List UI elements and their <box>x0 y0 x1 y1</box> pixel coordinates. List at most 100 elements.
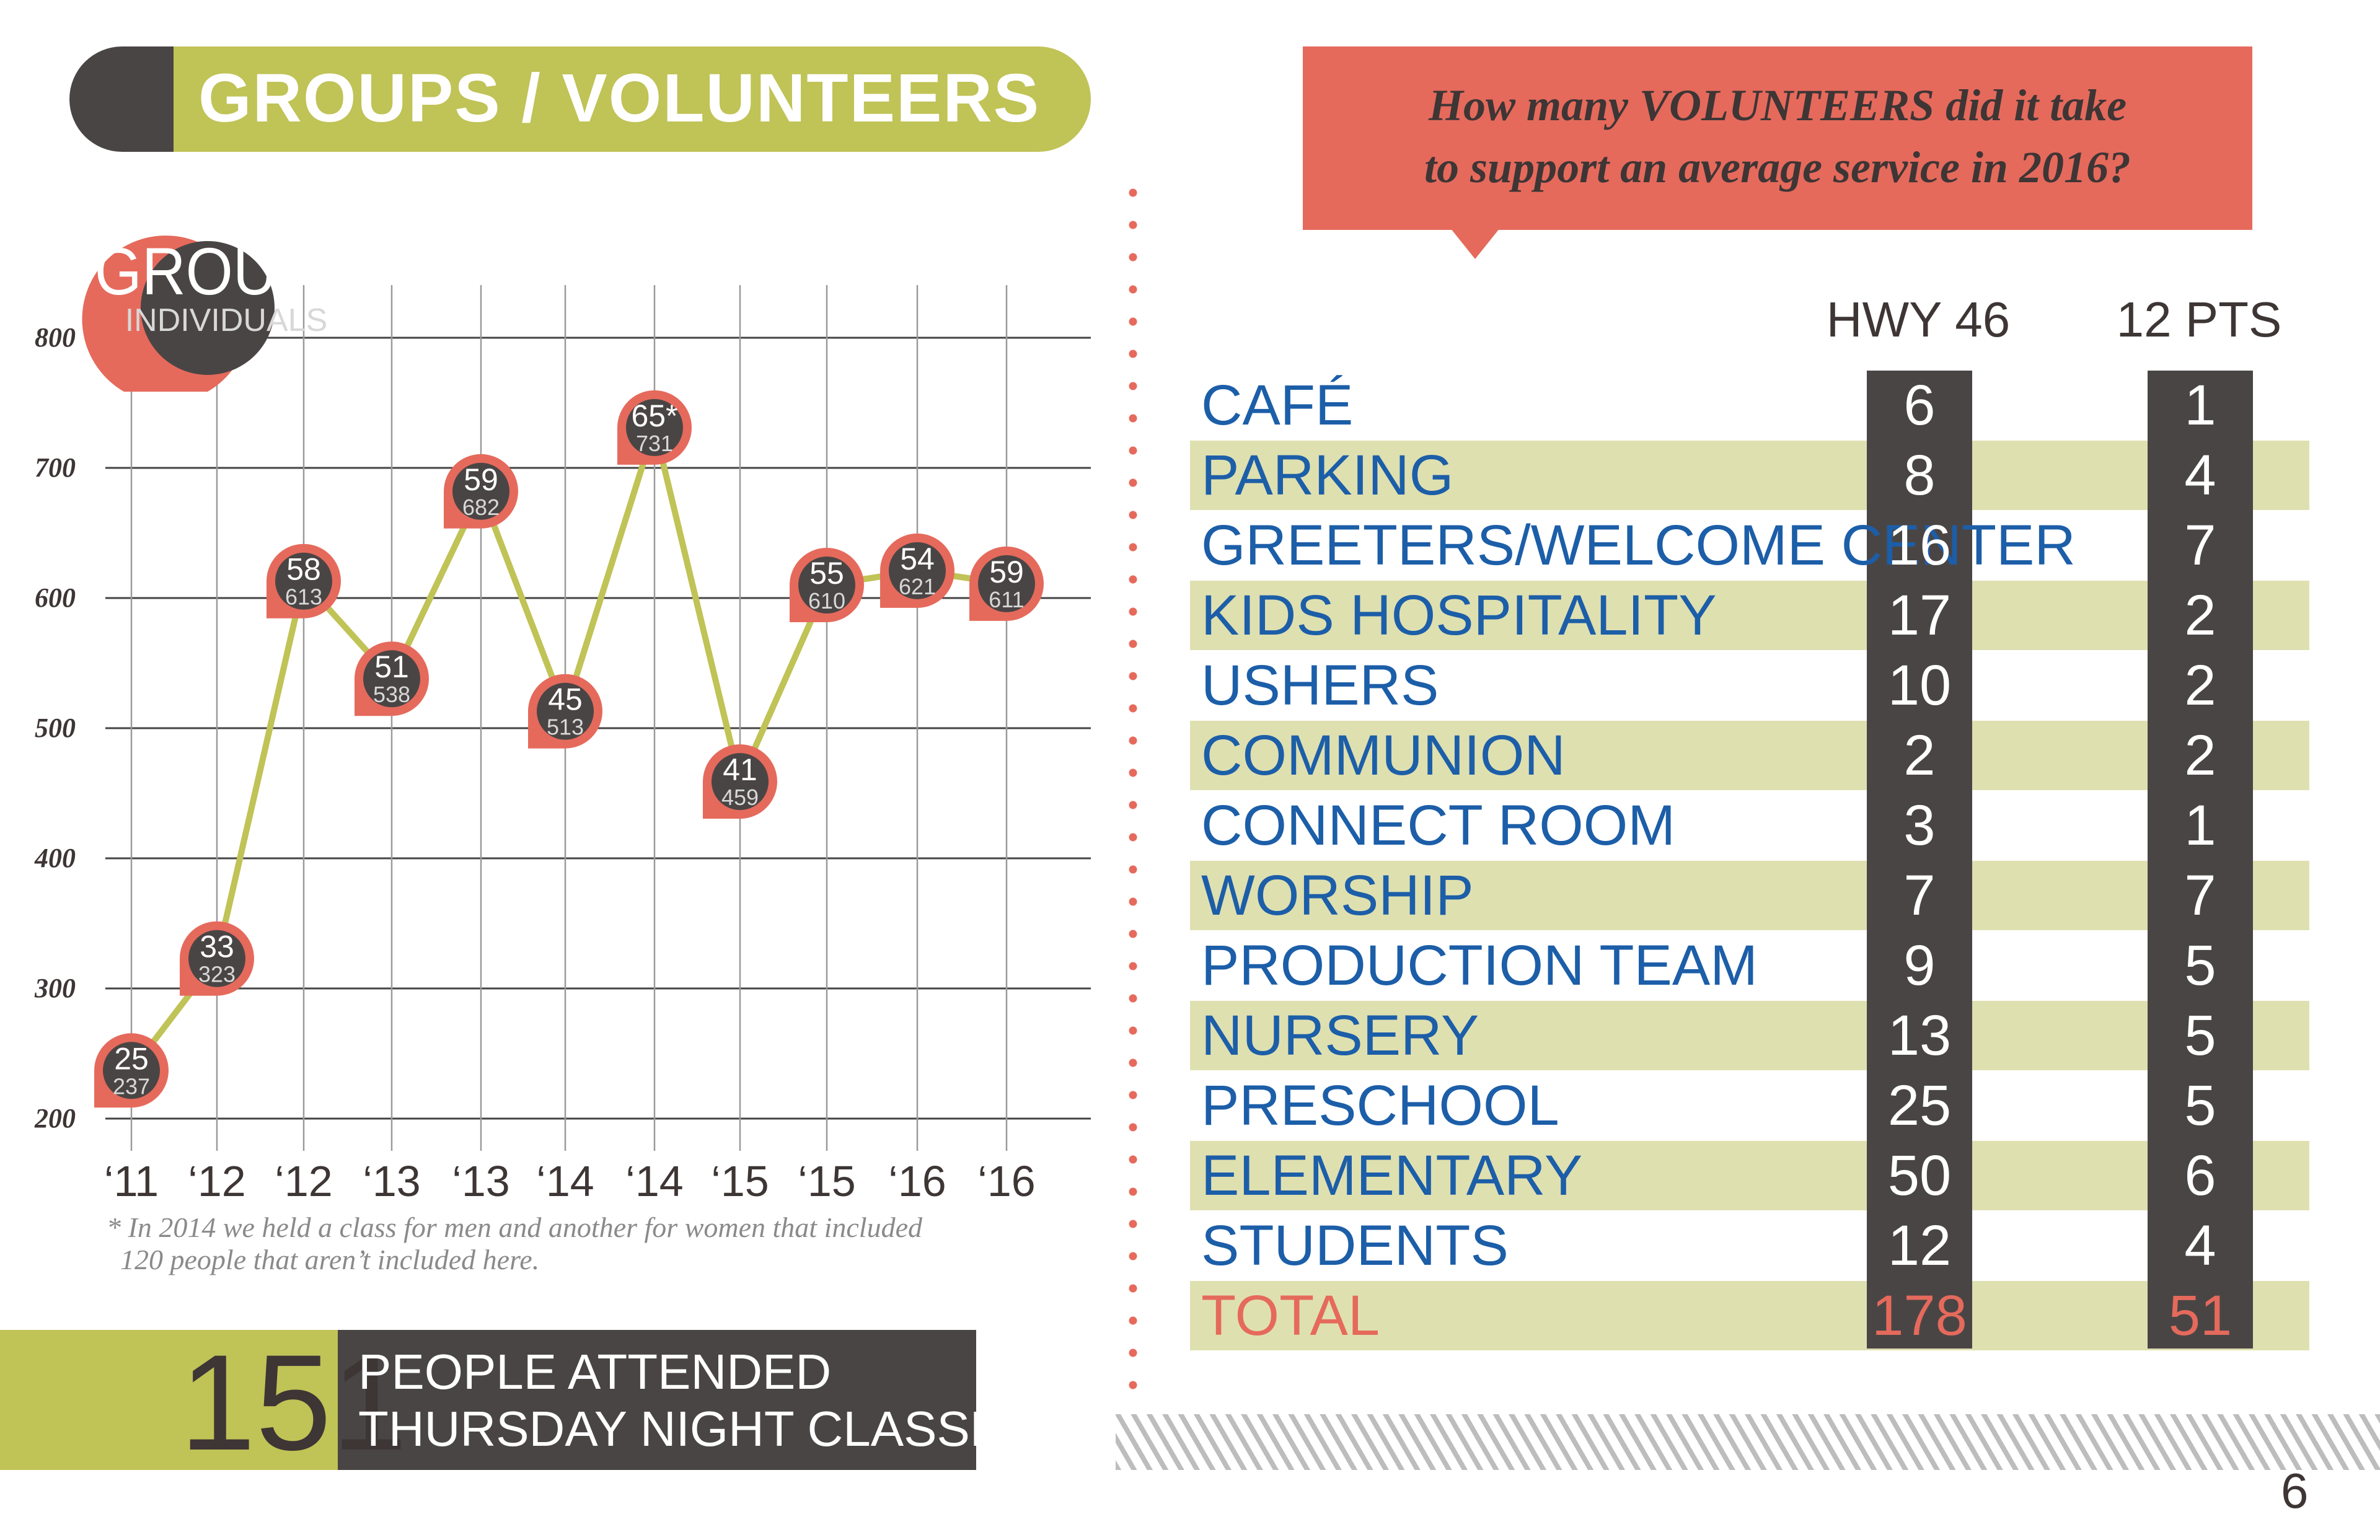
row-band <box>1190 1141 2309 1210</box>
y-tick-label: 400 <box>34 843 76 873</box>
y-axis-ticks: 800 700 600 500 400 300 200 <box>34 322 76 1133</box>
attendance-number: 151 <box>180 1326 408 1479</box>
attendance-line-1: PEOPLE ATTENDED <box>358 1344 832 1399</box>
pts12-cell: 2 <box>2184 724 2216 787</box>
row-label: KIDS HOSPITALITY <box>1201 584 1717 647</box>
column-header-12pts: 12 PTS <box>2116 292 2282 347</box>
individuals-value-label: 611 <box>989 587 1024 612</box>
x-tick-label: ‘16 <box>888 1157 946 1202</box>
marker-core <box>103 1042 160 1099</box>
hwy46-cell: 2 <box>1903 724 1936 787</box>
y-tick-label: 300 <box>34 973 76 1003</box>
y-tick-label: 700 <box>35 452 76 483</box>
y-tick-label: 200 <box>34 1103 76 1133</box>
row-label: GREETERS/WELCOME CENTER <box>1201 514 2076 577</box>
chart-footnote: * In 2014 we held a class for men and an… <box>107 1212 922 1276</box>
row-label: USHERS <box>1201 654 1439 717</box>
x-tick-label: ‘12 <box>275 1157 332 1202</box>
chart-markers: 25237333235861351538596824551365*7314145… <box>94 390 1044 1108</box>
pts12-cell: 4 <box>2184 1214 2216 1277</box>
marker-core <box>712 753 769 811</box>
individuals-value-label: 237 <box>113 1073 150 1099</box>
row-label: NURSERY <box>1201 1004 1479 1067</box>
groups-value-label: 59 <box>464 462 498 497</box>
individuals-value-label: 513 <box>547 715 584 740</box>
individuals-value-label: 613 <box>285 584 322 610</box>
chart-badge: GROUPS INDIVIDUALS <box>82 234 358 392</box>
y-tick-label: 600 <box>35 583 76 613</box>
marker-core <box>626 398 683 456</box>
pts12-cell: 5 <box>2184 1004 2216 1067</box>
row-label: WORSHIP <box>1201 864 1474 927</box>
row-label: COMMUNION <box>1201 724 1566 787</box>
marker-core <box>537 682 594 740</box>
question-line-2: to support an average service in 2016? <box>1424 143 2131 192</box>
row-label: STUDENTS <box>1201 1214 1509 1277</box>
question-box <box>1303 46 2252 230</box>
pts12-cell: 5 <box>2184 1074 2216 1137</box>
x-tick-label: ‘14 <box>625 1157 683 1202</box>
y-tick-label: 800 <box>35 322 76 353</box>
attendance-number-panel <box>0 1330 347 1470</box>
hwy46-cell: 16 <box>1887 514 1952 577</box>
groups-value-label: 65* <box>631 398 677 433</box>
groups-value-label: 41 <box>723 752 757 787</box>
hwy46-cell: 13 <box>1887 1004 1952 1067</box>
attendance-text-panel <box>338 1330 976 1470</box>
decorative-stripes <box>1116 1414 2380 1470</box>
x-tick-label: ‘13 <box>452 1157 509 1202</box>
groups-individuals-chart: 800 700 600 500 400 300 200 ‘11 ‘12 ‘12 ‘13 ‘13 ‘14… <box>34 234 1091 1202</box>
marker-core <box>452 462 509 520</box>
x-tick-label: ‘11 <box>104 1157 159 1202</box>
hwy46-cell: 17 <box>1887 584 1952 647</box>
groups-value-label: 33 <box>200 930 234 964</box>
groups-value-label: 54 <box>900 542 935 576</box>
hwy46-cell: 6 <box>1903 374 1936 437</box>
x-tick-label: ‘13 <box>363 1157 420 1202</box>
header-banner <box>174 46 1091 152</box>
row-label: PARKING <box>1201 444 1454 507</box>
page-number: 6 <box>2281 1463 2309 1518</box>
hwy46-cell: 8 <box>1903 444 1936 507</box>
banner-cap <box>69 46 193 152</box>
row-label: CAFÉ <box>1201 374 1354 437</box>
footnote-line-1: * In 2014 we held a class for men and an… <box>107 1212 922 1243</box>
question-box-tail <box>1450 228 1500 259</box>
x-tick-label: ‘15 <box>798 1157 855 1202</box>
hwy46-cell: 9 <box>1903 934 1936 997</box>
hwy46-cell: 3 <box>1903 794 1936 857</box>
total-pts12-cell: 51 <box>2168 1284 2232 1347</box>
attendance-text: PEOPLE ATTENDED THURSDAY NIGHT CLASSES I… <box>358 1344 1223 1458</box>
row-label: CONNECT ROOM <box>1201 794 1675 857</box>
individuals-value-label: 731 <box>636 431 673 456</box>
data-point-marker: 65*731 <box>617 390 692 465</box>
row-band <box>1190 441 2309 510</box>
total-hwy46-cell: 178 <box>1872 1284 1967 1347</box>
pts12-cell: 5 <box>2184 934 2216 997</box>
marker-core <box>889 542 946 599</box>
x-tick-label: ‘15 <box>711 1157 769 1202</box>
pts12-cell: 1 <box>2184 374 2216 437</box>
x-tick-label: ‘14 <box>536 1157 594 1202</box>
groups-value-label: 51 <box>374 649 409 684</box>
individuals-value-label: 538 <box>373 682 410 707</box>
marker-core <box>978 555 1035 612</box>
x-axis-ticks: ‘11 ‘12 ‘12 ‘13 ‘13 ‘14 ‘14 ‘15 ‘15 ‘16 ‘16 <box>104 1157 1036 1202</box>
hwy46-cell: 7 <box>1903 864 1936 927</box>
groups-value-label: 45 <box>548 682 583 717</box>
attendance-line-2: THURSDAY NIGHT CLASSES IN 2016 <box>358 1401 1224 1456</box>
row-band <box>1190 581 2309 650</box>
badge-individuals-label: INDIVIDUALS <box>125 302 328 338</box>
individuals-value-label: 621 <box>899 574 936 599</box>
row-band <box>1190 1001 2309 1070</box>
pts12-column-band <box>2148 371 2253 1349</box>
row-label: PRODUCTION TEAM <box>1201 934 1758 997</box>
pts12-cell: 1 <box>2184 794 2216 857</box>
